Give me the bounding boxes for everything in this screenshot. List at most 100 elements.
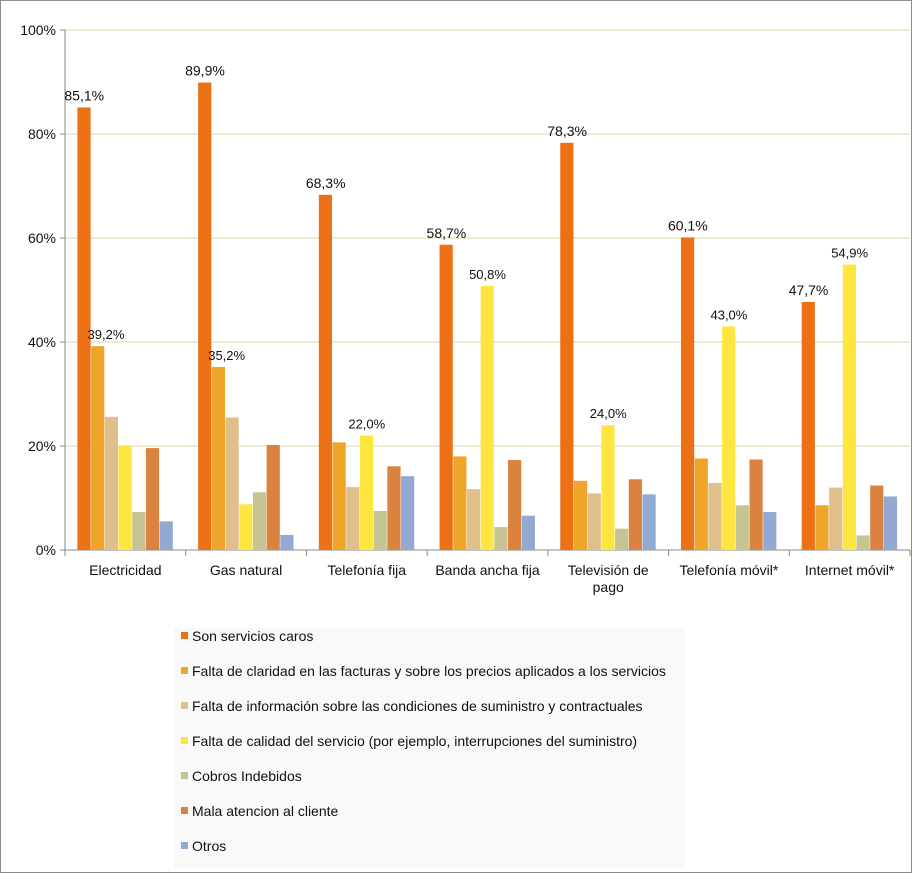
legend-swatch (181, 842, 188, 849)
data-label: 89,9% (185, 63, 225, 79)
y-tick-label: 0% (36, 542, 56, 558)
data-label: 78,3% (547, 123, 587, 139)
bar (842, 264, 856, 550)
bar (159, 521, 173, 550)
legend-item: Falta de información sobre las condicion… (181, 698, 678, 714)
bar (815, 505, 829, 550)
data-label: 47,7% (789, 282, 829, 298)
bar (494, 527, 508, 550)
data-label: 24,0% (590, 406, 627, 421)
bar (239, 504, 253, 550)
x-tick-label: Telefonía móvil* (680, 562, 779, 578)
bar (856, 535, 870, 550)
y-tick-label: 40% (28, 334, 56, 350)
legend-label: Falta de información sobre las condicion… (192, 698, 643, 714)
bar (318, 194, 333, 550)
bar (560, 142, 574, 550)
bar (763, 512, 777, 550)
data-label: 85,1% (64, 87, 104, 103)
bar (801, 301, 815, 550)
bar (346, 487, 360, 550)
legend-swatch (181, 772, 188, 779)
x-tick-label: Internet móvil* (805, 562, 895, 578)
data-label: 54,9% (831, 246, 868, 261)
bar (198, 82, 212, 551)
bar (829, 487, 843, 550)
bar (118, 446, 132, 550)
bar (735, 505, 749, 550)
legend-item: Mala atencion al cliente (181, 803, 678, 819)
data-label: 60,1% (668, 217, 708, 233)
bar (601, 425, 615, 550)
legend-item: Otros (181, 838, 678, 854)
data-label: 58,7% (427, 225, 467, 241)
bar (91, 346, 105, 550)
bar (266, 444, 280, 550)
data-label: 39,2% (88, 327, 125, 342)
bar (132, 512, 146, 550)
x-tick-label: Banda ancha fija (435, 562, 540, 578)
bar (615, 528, 629, 550)
legend-swatch (181, 667, 188, 674)
legend-item: Falta de claridad en las facturas y sobr… (181, 663, 678, 679)
legend-label: Falta de calidad del servicio (por ejemp… (192, 733, 638, 749)
legend-swatch (181, 807, 188, 814)
bar (628, 479, 642, 550)
bar (453, 456, 467, 550)
bar (373, 511, 387, 550)
bar (104, 416, 119, 550)
x-tick-label: pago (593, 579, 624, 595)
y-tick-label: 80% (28, 126, 56, 142)
bar (480, 285, 494, 550)
y-tick-label: 100% (20, 22, 56, 38)
legend-swatch (181, 702, 188, 709)
legend-label: Falta de claridad en las facturas y sobr… (192, 663, 666, 679)
x-tick-label: Gas natural (210, 562, 282, 578)
y-tick-label: 20% (28, 438, 56, 454)
legend-label: Otros (192, 838, 227, 854)
bar (77, 107, 91, 550)
legend: Son servicios caros Falta de claridad en … (174, 628, 685, 868)
bar (749, 459, 763, 550)
x-tick-label: Telefonía fija (327, 562, 406, 578)
bar (883, 496, 898, 550)
data-label: 50,8% (469, 267, 506, 282)
bar (708, 482, 722, 550)
bar (587, 493, 601, 550)
legend-label: Cobros Indebidos (192, 768, 302, 784)
bar (332, 442, 346, 550)
legend-item: Falta de calidad del servicio (por ejemp… (181, 733, 678, 749)
data-label: 35,2% (208, 348, 245, 363)
bar (466, 489, 481, 550)
bar (359, 435, 374, 550)
data-label: 68,3% (306, 175, 346, 191)
bar (387, 466, 401, 550)
bar (145, 448, 160, 550)
bar (521, 515, 535, 550)
data-label: 22,0% (348, 417, 385, 432)
legend-swatch (181, 737, 188, 744)
bar (280, 534, 294, 550)
bar (439, 244, 453, 550)
legend-swatch (181, 632, 188, 639)
bar (225, 417, 239, 550)
bar (722, 326, 736, 550)
bar (680, 237, 695, 551)
legend-label: Son servicios caros (192, 628, 314, 644)
y-tick-label: 60% (28, 230, 56, 246)
bar (694, 458, 708, 550)
data-label: 43,0% (710, 307, 747, 322)
bar (870, 485, 884, 550)
legend-label: Mala atencion al cliente (192, 803, 339, 819)
bar (508, 460, 522, 550)
bar (573, 480, 588, 550)
bar (401, 476, 415, 550)
legend-item: Son servicios caros (181, 628, 678, 644)
legend-item: Cobros Indebidos (181, 768, 678, 784)
x-tick-label: Electricidad (89, 562, 161, 578)
bar (211, 366, 226, 550)
bar (642, 494, 656, 550)
bar (252, 492, 267, 550)
x-tick-label: Televisión de (568, 562, 649, 578)
